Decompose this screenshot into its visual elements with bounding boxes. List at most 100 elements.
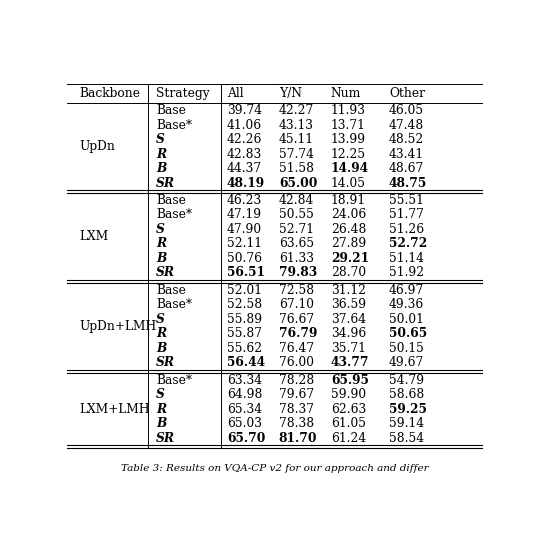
Text: 48.52: 48.52 [389,133,424,146]
Text: 13.99: 13.99 [331,133,366,146]
Text: SR: SR [157,431,175,444]
Text: 28.70: 28.70 [331,266,366,279]
Text: 12.25: 12.25 [331,147,366,161]
Text: 52.58: 52.58 [227,298,262,311]
Text: 56.44: 56.44 [227,356,265,369]
Text: Other: Other [389,87,425,100]
Text: Base*: Base* [157,208,192,221]
Text: 63.65: 63.65 [279,238,314,251]
Text: 61.33: 61.33 [279,252,314,265]
Text: R: R [157,402,167,416]
Text: SR: SR [157,266,175,279]
Text: 42.83: 42.83 [227,147,262,161]
Text: R: R [157,147,167,161]
Text: 58.68: 58.68 [389,388,424,401]
Text: 65.95: 65.95 [331,374,369,387]
Text: 55.89: 55.89 [227,313,262,326]
Text: S: S [157,223,165,236]
Text: 27.89: 27.89 [331,238,366,251]
Text: Y/N: Y/N [279,87,302,100]
Text: 48.19: 48.19 [227,177,265,190]
Text: 43.13: 43.13 [279,119,314,132]
Text: 50.01: 50.01 [389,313,424,326]
Text: 47.90: 47.90 [227,223,262,236]
Text: 76.00: 76.00 [279,356,314,369]
Text: UpDn+LMH: UpDn+LMH [79,320,157,333]
Text: B: B [157,417,167,430]
Text: 78.38: 78.38 [279,417,314,430]
Text: 56.51: 56.51 [227,266,265,279]
Text: Base: Base [157,194,186,207]
Text: 55.87: 55.87 [227,327,262,340]
Text: B: B [157,252,167,265]
Text: 51.92: 51.92 [389,266,424,279]
Text: 58.54: 58.54 [389,431,424,444]
Text: 59.14: 59.14 [389,417,424,430]
Text: 14.94: 14.94 [331,162,369,175]
Text: 48.75: 48.75 [389,177,427,190]
Text: 35.71: 35.71 [331,342,366,355]
Text: 43.77: 43.77 [331,356,369,369]
Text: SR: SR [157,177,175,190]
Text: 51.14: 51.14 [389,252,424,265]
Text: 67.10: 67.10 [279,298,314,311]
Text: 65.03: 65.03 [227,417,262,430]
Text: 79.67: 79.67 [279,388,314,401]
Text: 76.79: 76.79 [279,327,317,340]
Text: 65.34: 65.34 [227,402,262,416]
Text: 76.47: 76.47 [279,342,314,355]
Text: 54.79: 54.79 [389,374,424,387]
Text: 44.37: 44.37 [227,162,262,175]
Text: S: S [157,388,165,401]
Text: Base*: Base* [157,298,192,311]
Text: 79.83: 79.83 [279,266,317,279]
Text: 46.23: 46.23 [227,194,262,207]
Text: 52.11: 52.11 [227,238,262,251]
Text: 34.96: 34.96 [331,327,366,340]
Text: Base: Base [157,104,186,117]
Text: 51.77: 51.77 [389,208,424,221]
Text: 49.67: 49.67 [389,356,424,369]
Text: 63.34: 63.34 [227,374,262,387]
Text: 42.27: 42.27 [279,104,314,117]
Text: 14.05: 14.05 [331,177,366,190]
Text: 41.06: 41.06 [227,119,262,132]
Text: Base*: Base* [157,119,192,132]
Text: Backbone: Backbone [79,87,140,100]
Text: 78.37: 78.37 [279,402,314,416]
Text: S: S [157,313,165,326]
Text: 65.00: 65.00 [279,177,317,190]
Text: 29.21: 29.21 [331,252,369,265]
Text: 13.71: 13.71 [331,119,366,132]
Text: Strategy: Strategy [157,87,210,100]
Text: 47.48: 47.48 [389,119,424,132]
Text: Base*: Base* [157,374,192,387]
Text: 61.24: 61.24 [331,431,366,444]
Text: 72.58: 72.58 [279,284,314,297]
Text: 51.58: 51.58 [279,162,314,175]
Text: B: B [157,162,167,175]
Text: 52.71: 52.71 [279,223,314,236]
Text: 42.84: 42.84 [279,194,314,207]
Text: Base: Base [157,284,186,297]
Text: 26.48: 26.48 [331,223,366,236]
Text: 81.70: 81.70 [279,431,317,444]
Text: 42.26: 42.26 [227,133,262,146]
Text: 24.06: 24.06 [331,208,366,221]
Text: 52.72: 52.72 [389,238,427,251]
Text: LXM: LXM [79,230,109,243]
Text: 51.26: 51.26 [389,223,424,236]
Text: 48.67: 48.67 [389,162,424,175]
Text: 46.97: 46.97 [389,284,424,297]
Text: 55.62: 55.62 [227,342,262,355]
Text: 59.25: 59.25 [389,402,427,416]
Text: 36.59: 36.59 [331,298,366,311]
Text: 50.65: 50.65 [389,327,427,340]
Text: 65.70: 65.70 [227,431,265,444]
Text: SR: SR [157,356,175,369]
Text: R: R [157,327,167,340]
Text: All: All [227,87,243,100]
Text: 31.12: 31.12 [331,284,366,297]
Text: B: B [157,342,167,355]
Text: 50.76: 50.76 [227,252,262,265]
